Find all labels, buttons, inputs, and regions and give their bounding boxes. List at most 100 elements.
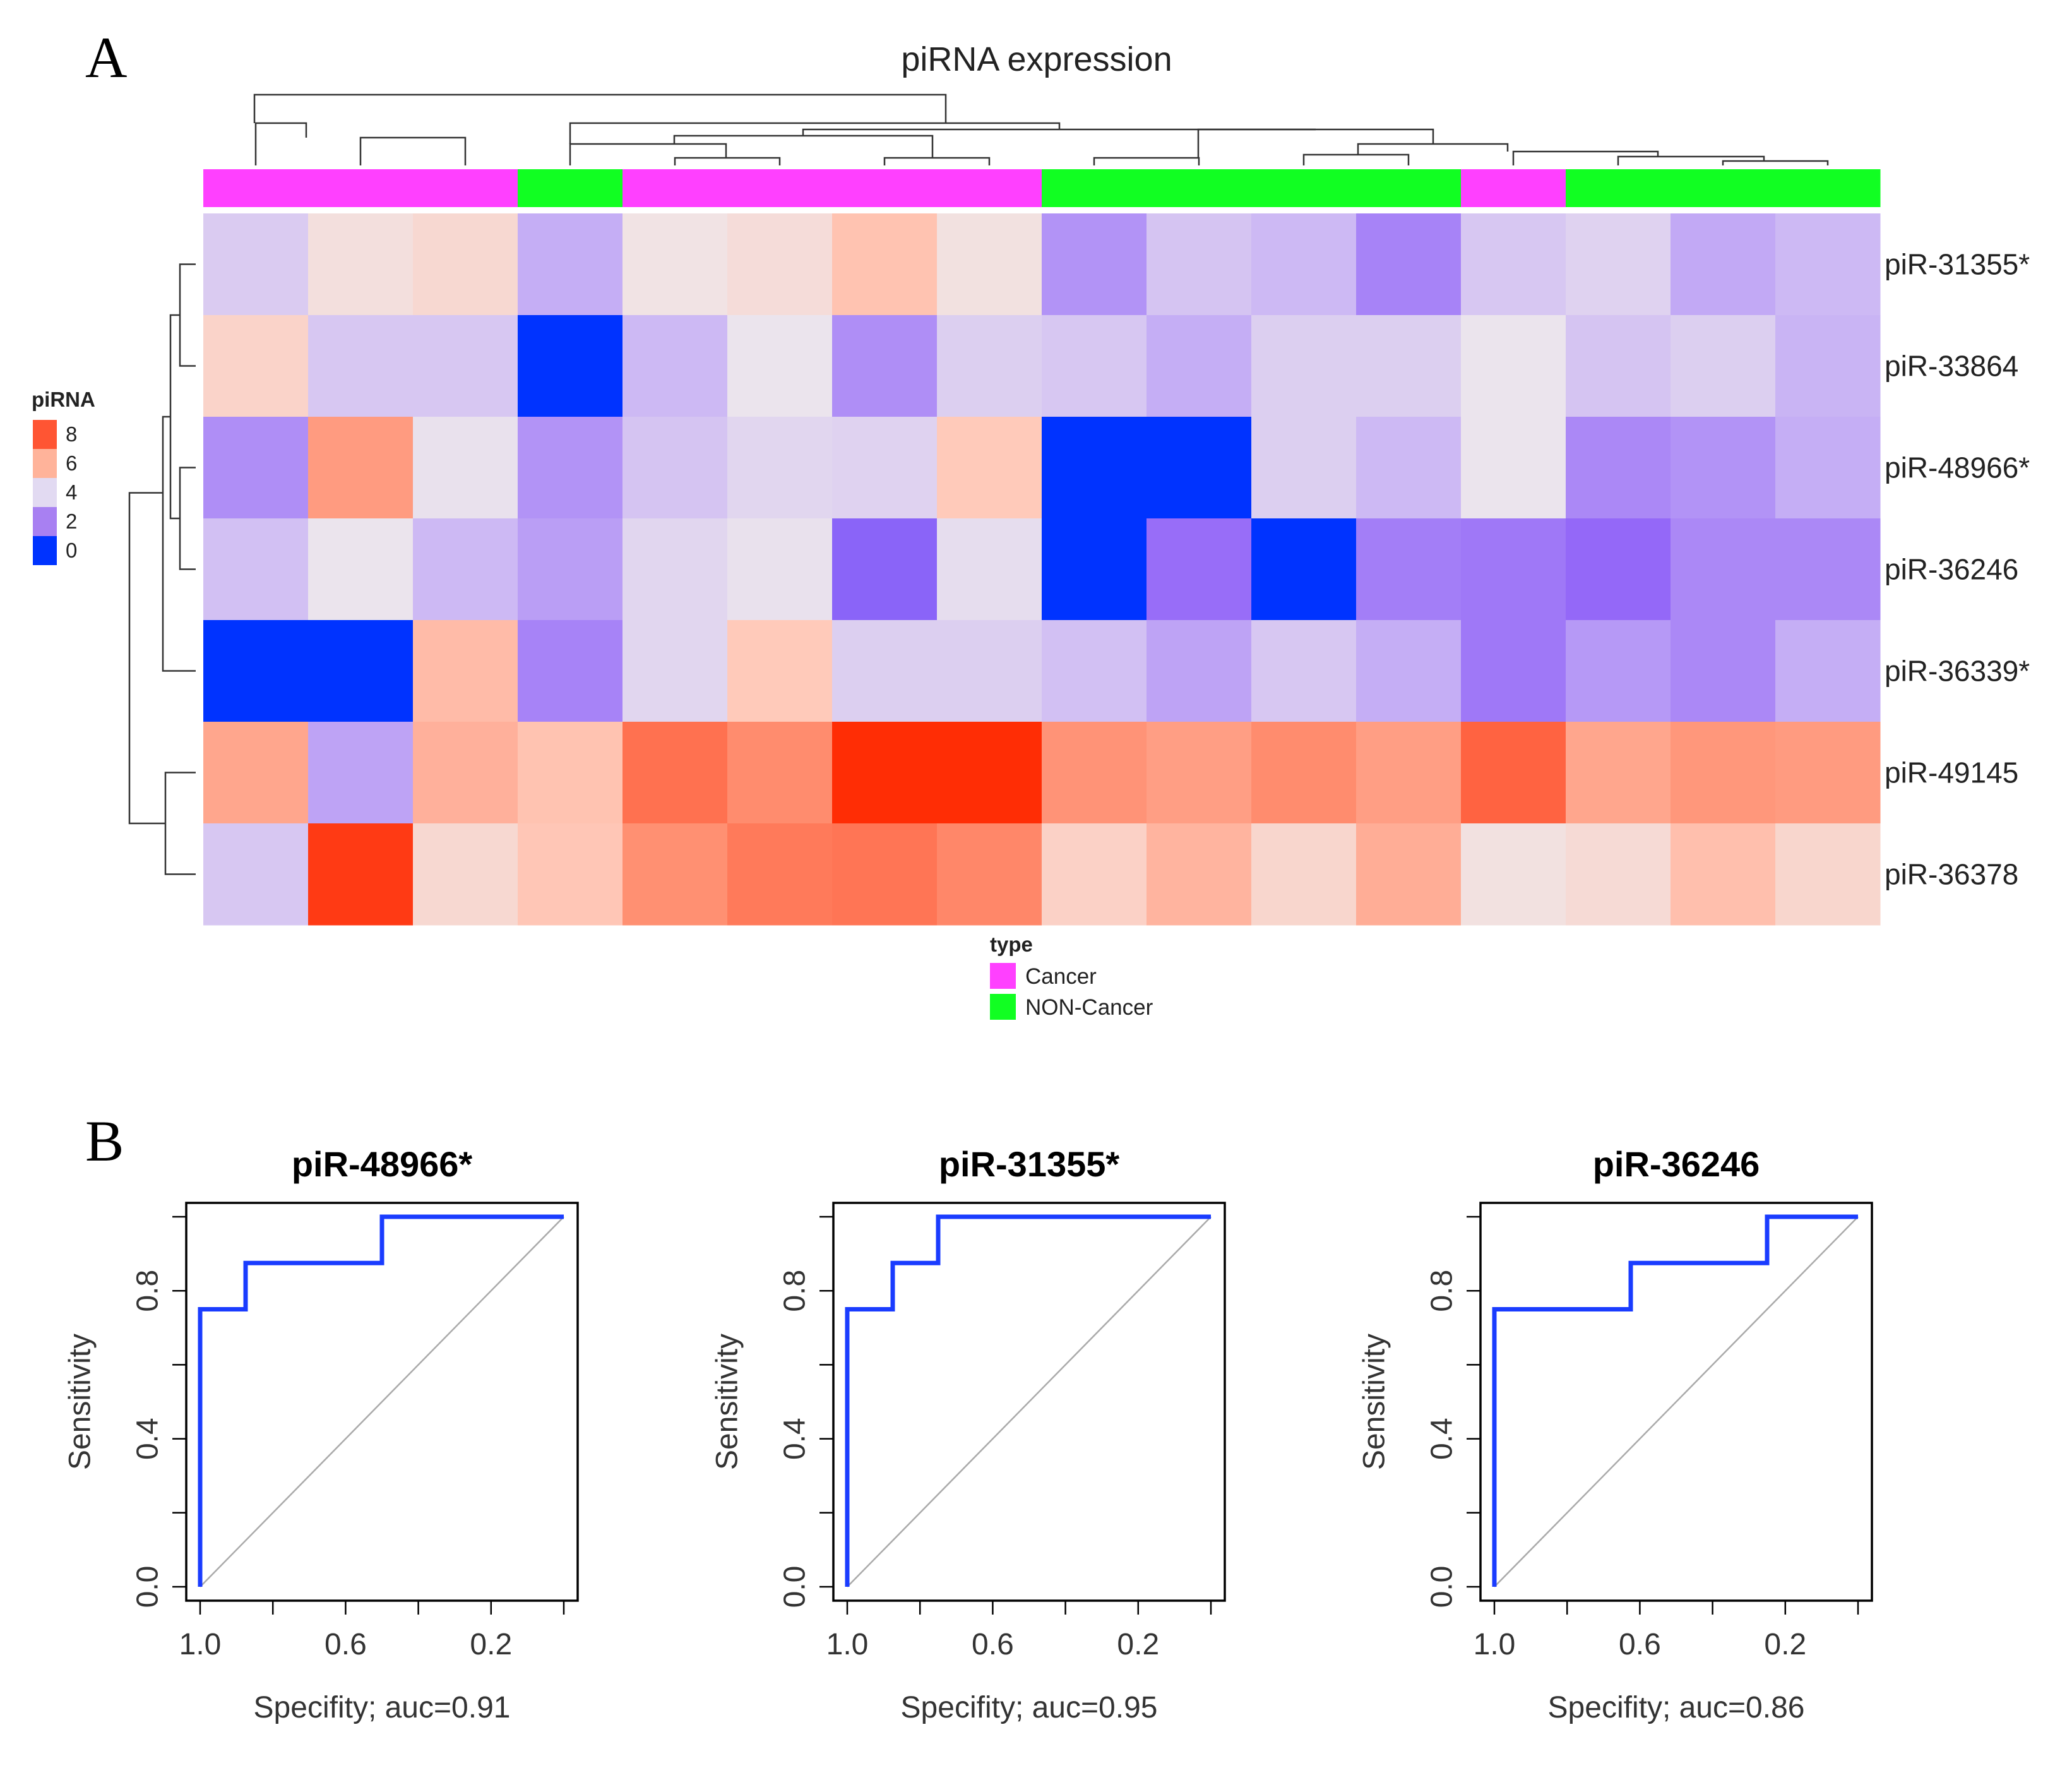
color-legend-tick: 6 [66,451,77,475]
heatmap-cell [727,518,833,621]
heatmap-cell [1566,315,1671,417]
type-annotation-cell [622,169,728,207]
heatmap-cell [1775,417,1881,519]
heatmap-cell [622,823,728,926]
roc-x-axis-label: Specifity; auc=0.95 [901,1691,1158,1724]
dendrogram-branch [179,263,196,367]
roc-y-axis-label: Sensitivity [1358,1334,1391,1470]
roc-diagonal-reference [200,1216,564,1587]
heatmap-cell [622,518,728,621]
type-annotation-cell [1566,169,1671,207]
color-legend-tick: 0 [66,539,77,562]
roc-curve [198,1214,564,1587]
dendrogram-branch [162,415,196,672]
heatmap-cell [1461,315,1566,417]
roc-curve [845,1214,1211,1587]
heatmap-cell [203,518,309,621]
legend-label-cancer: Cancer [1025,964,1097,989]
dendrogram-branch [359,136,467,165]
heatmap-cell [518,823,623,926]
type-annotation-cell [1251,169,1357,207]
dendrogram-branch [674,157,781,165]
dendrogram-branch [802,128,1316,136]
roc-title: piR-48966* [292,1144,473,1184]
heatmap-cell [1775,213,1881,316]
dendrogram-branch [128,492,165,825]
heatmap-cell [1671,315,1776,417]
heatmap-cell [1775,518,1881,621]
heatmap-cell [937,518,1042,621]
heatmap-cells [203,213,1881,926]
heatmap-cell [1775,823,1881,926]
heatmap-cell [1566,722,1671,824]
heatmap-cell [1671,823,1776,926]
heatmap-cell [203,722,309,824]
heatmap-cell [622,213,728,316]
heatmap-cell [1147,315,1252,417]
heatmap-cell [518,620,623,722]
heatmap-cell [1042,722,1147,824]
heatmap-cell [1461,518,1566,621]
type-annotation-cell [937,169,1042,207]
heatmap-cell [203,417,309,519]
heatmap-cell [937,213,1042,316]
heatmap-cell [727,620,833,722]
heatmap-cell [1671,620,1776,722]
y-tick-label: 0.4 [131,1418,165,1460]
dendrogram-branch [569,143,727,165]
roc-plot-frame [832,1202,1226,1602]
type-legend: type Cancer NON-Cancer [990,933,1153,1020]
row-label: piR-36378 [1885,858,2018,891]
heatmap-cell [1356,213,1462,316]
heatmap-cell [1042,518,1147,621]
heatmap-cell [1775,315,1881,417]
dendrogram-branch [254,122,307,165]
heatmap-cell [832,417,938,519]
x-tick-label: 0.6 [325,1628,367,1661]
heatmap-cell [413,518,518,621]
roc-title: piR-36246 [1593,1144,1760,1184]
heatmap-cell [937,417,1042,519]
heatmap-cell [1461,722,1566,824]
heatmap-cell [1251,417,1357,519]
color-legend-tick: 4 [66,481,77,504]
heatmap-cell [1671,213,1776,316]
heatmap-cell [413,417,518,519]
type-annotation-cell [1775,169,1881,207]
x-tick-label: 0.2 [470,1628,512,1661]
type-annotation-bar [203,169,1881,207]
dendrogram-branch [569,122,1061,144]
heatmap-cell [203,213,309,316]
heatmap-cell [308,213,414,316]
heatmap-cell [1356,315,1462,417]
heatmap-cell [1461,213,1566,316]
heatmap-cell [727,315,833,417]
heatmap-cell [832,518,938,621]
heatmap-cell [413,315,518,417]
heatmap-cell [1566,518,1671,621]
heatmap-cell [1042,620,1147,722]
heatmap-cell [1251,315,1357,417]
heatmap-cell [1356,823,1462,926]
heatmap-cell [1147,518,1252,621]
type-annotation-cell [413,169,518,207]
heatmap-cell [413,620,518,722]
dendrogram-branch [1357,143,1509,155]
heatmap-cell [308,518,414,621]
heatmap-cell [1775,722,1881,824]
heatmap-cell [1251,722,1357,824]
color-legend-swatch [33,478,57,507]
x-tick-label: 0.2 [1764,1628,1806,1661]
color-legend-tick: 2 [66,510,77,533]
y-tick-label: 0.4 [1426,1418,1459,1460]
row-dendrogram [128,263,196,875]
heatmap-cell [622,315,728,417]
heatmap-cell [1566,620,1671,722]
heatmap-cell [518,213,623,316]
color-legend-title: piRNA [32,388,95,411]
roc-plot-pir-31355: piR-31355* Specifity; auc=0.95 Sensitivi… [711,1144,1226,1724]
x-tick-label: 1.0 [1474,1628,1516,1661]
color-legend-swatch [33,420,57,449]
dendrogram-branch [1302,153,1410,165]
